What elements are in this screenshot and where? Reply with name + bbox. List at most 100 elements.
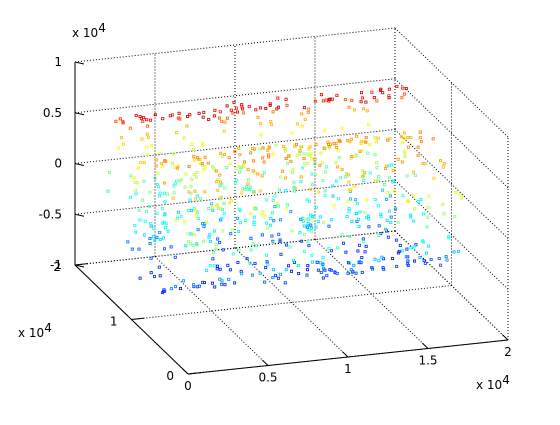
side-wall-grid-line [394, 230, 509, 341]
data-point [310, 172, 314, 176]
data-point [258, 106, 262, 110]
data-point [177, 111, 181, 115]
z-tick-mark [74, 61, 85, 65]
data-point [143, 219, 147, 223]
data-point [402, 151, 406, 155]
data-point [140, 198, 144, 202]
data-point [237, 248, 241, 252]
data-point [238, 165, 242, 169]
data-point [150, 144, 154, 148]
data-point [228, 161, 232, 165]
z-tick-label: -1 [50, 258, 62, 272]
data-point [204, 220, 208, 224]
data-point [176, 210, 180, 214]
data-point [374, 161, 378, 165]
data-point [423, 261, 427, 265]
side-wall-grid-line [394, 179, 509, 290]
data-point [269, 122, 273, 126]
data-point [214, 169, 218, 173]
data-point [193, 209, 197, 213]
data-point [215, 180, 219, 184]
data-point [202, 168, 206, 172]
data-point [347, 180, 351, 184]
data-point [148, 118, 152, 122]
data-point [134, 192, 138, 196]
data-point [188, 113, 192, 117]
data-point [212, 114, 216, 118]
data-point [388, 194, 392, 198]
data-point [346, 173, 350, 177]
data-point [197, 111, 201, 115]
data-point [422, 212, 426, 216]
data-point [223, 283, 227, 287]
data-point [324, 98, 328, 102]
data-point [154, 158, 158, 162]
data-point [306, 217, 310, 221]
data-point [174, 218, 178, 222]
data-point [153, 176, 157, 180]
data-point [324, 165, 328, 169]
data-point [330, 97, 334, 101]
data-point [211, 257, 215, 261]
data-point [237, 229, 241, 233]
data-point [212, 264, 216, 268]
data-point [234, 106, 238, 110]
data-point [210, 281, 214, 285]
data-point [313, 172, 317, 176]
data-point [284, 243, 288, 247]
data-point [219, 151, 223, 155]
data-point [348, 234, 352, 238]
data-point [284, 97, 288, 101]
data-point [271, 152, 275, 156]
data-point [241, 163, 245, 167]
data-point [136, 166, 140, 170]
data-point [414, 173, 418, 177]
data-point [259, 122, 263, 126]
data-point [138, 115, 142, 119]
data-point [186, 240, 190, 244]
data-point [359, 141, 363, 145]
data-point [193, 197, 197, 201]
data-point [349, 188, 353, 192]
data-point [442, 212, 446, 216]
data-point [290, 171, 294, 175]
data-point [271, 276, 275, 280]
data-point [212, 250, 216, 254]
data-point [169, 245, 173, 249]
data-point [238, 208, 242, 212]
data-point [162, 247, 166, 251]
data-point [402, 92, 406, 96]
data-point [196, 216, 200, 220]
data-point [377, 174, 381, 178]
data-point [192, 233, 196, 237]
data-point [236, 110, 240, 114]
data-point [360, 255, 364, 259]
data-point [319, 151, 323, 155]
y-exponent-label: x 104 [18, 321, 52, 340]
data-point [215, 264, 219, 268]
data-point [322, 146, 326, 150]
data-point [163, 158, 167, 162]
data-point [332, 203, 336, 207]
data-point [277, 188, 281, 192]
data-point [321, 99, 325, 103]
data-point [283, 281, 287, 285]
data-point [405, 174, 409, 178]
data-point [203, 155, 207, 159]
data-point [331, 194, 335, 198]
data-point [267, 146, 271, 150]
data-point [346, 199, 350, 203]
data-point [357, 224, 361, 228]
data-point [255, 244, 259, 248]
data-point [180, 178, 184, 182]
data-point [298, 149, 302, 153]
data-point [183, 220, 187, 224]
data-point [220, 282, 224, 286]
data-point [306, 223, 310, 227]
data-point [252, 190, 256, 194]
data-point [370, 90, 374, 94]
data-point [259, 133, 263, 137]
data-point [295, 122, 299, 126]
data-point [343, 98, 347, 102]
data-point [418, 130, 422, 134]
